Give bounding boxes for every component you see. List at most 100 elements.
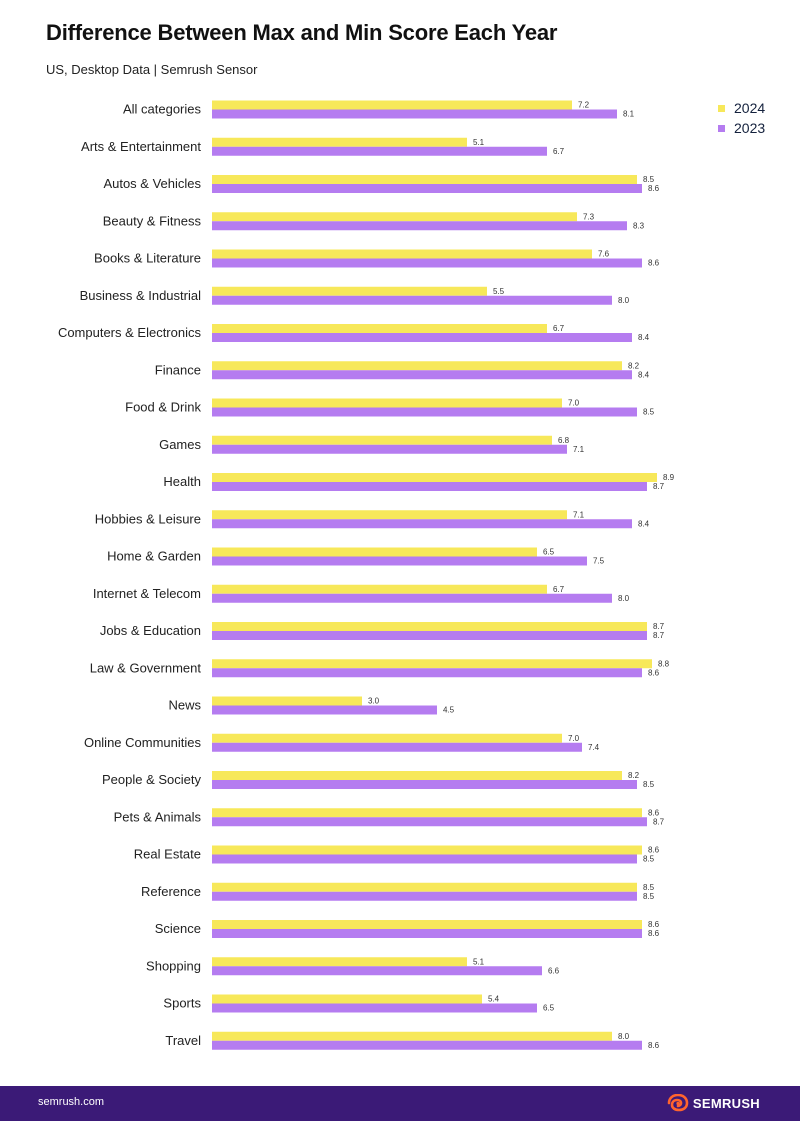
brand-name: SEMRUSH <box>692 1095 760 1111</box>
value-label-2024-sports: 5.4 <box>488 995 500 1004</box>
category-label-pets-and-animals: Pets & Animals <box>114 809 202 824</box>
bar-2023-news <box>212 705 437 715</box>
chart-title: Difference Between Max and Min Score Eac… <box>46 20 558 45</box>
category-label-autos-and-vehicles: Autos & Vehicles <box>103 176 201 191</box>
value-label-2023-games: 7.1 <box>573 445 585 454</box>
legend-swatch-2024 <box>718 104 725 112</box>
value-label-2024-games: 6.8 <box>558 436 570 445</box>
bar-2023-hobbies-and-leisure <box>212 519 632 529</box>
value-label-2024-internet-and-telecom: 6.7 <box>553 585 565 594</box>
bar-2024-internet-and-telecom <box>212 584 547 594</box>
category-label-home-and-garden: Home & Garden <box>107 549 201 564</box>
value-label-2023-sports: 6.5 <box>543 1004 555 1013</box>
bar-2023-computers-and-electronics <box>212 333 632 342</box>
value-label-2023-books-and-literature: 8.6 <box>648 259 660 268</box>
bar-2023-people-and-society <box>212 780 637 789</box>
bar-2023-pets-and-animals <box>212 817 647 827</box>
value-label-2024-law-and-government: 8.8 <box>658 659 670 668</box>
bar-2023-games <box>212 444 567 454</box>
value-label-2024-autos-and-vehicles: 8.5 <box>643 175 655 184</box>
value-label-2023-science: 8.6 <box>648 929 660 938</box>
bar-2024-health <box>212 473 657 482</box>
chart-subtitle: US, Desktop Data | Semrush Sensor <box>46 62 258 77</box>
bar-2024-beauty-and-fitness <box>212 212 577 222</box>
category-label-law-and-government: Law & Government <box>90 660 202 675</box>
brand-logo: SEMRUSH <box>667 1094 760 1112</box>
value-label-2023-finance: 8.4 <box>638 370 650 379</box>
category-label-hobbies-and-leisure: Hobbies & Leisure <box>95 511 201 526</box>
bar-2024-pets-and-animals <box>212 808 642 818</box>
category-labels: All categories Arts & Entertainment Autos … <box>58 102 202 1048</box>
value-label-2024-health: 8.9 <box>663 473 675 482</box>
chart-legend: 2024 2023 <box>718 98 788 138</box>
category-label-all-categories: All categories <box>123 102 202 117</box>
value-label-2023-arts-and-entertainment: 6.7 <box>553 147 565 156</box>
value-label-2024-finance: 8.2 <box>628 361 640 370</box>
value-label-2024-jobs-and-education: 8.7 <box>653 622 665 631</box>
bar-2023-sports <box>212 1003 537 1013</box>
legend-swatch-2023 <box>718 124 725 132</box>
value-label-2024-hobbies-and-leisure: 7.1 <box>573 510 585 519</box>
category-label-internet-and-telecom: Internet & Telecom <box>93 586 201 601</box>
category-label-real-estate: Real Estate <box>134 847 201 862</box>
bar-2023-autos-and-vehicles <box>212 184 642 193</box>
value-label-2023-reference: 8.5 <box>643 892 655 901</box>
value-label-2024-business-and-industrial: 5.5 <box>493 287 505 296</box>
category-label-books-and-literature: Books & Literature <box>94 251 201 266</box>
category-label-food-and-drink: Food & Drink <box>125 400 201 415</box>
value-label-2023-travel: 8.6 <box>648 1041 660 1050</box>
value-label-2023-jobs-and-education: 8.7 <box>653 631 665 640</box>
bar-chart: All categories Arts & Entertainment Autos … <box>58 100 675 1050</box>
bar-2024-shopping <box>212 957 467 967</box>
category-label-shopping: Shopping <box>146 958 201 973</box>
footer-bar: semrush.com SEMRUSH <box>0 1086 800 1121</box>
value-label-2023-law-and-government: 8.6 <box>648 668 660 677</box>
bar-2023-real-estate <box>212 854 637 864</box>
value-label-2023-all-categories: 8.1 <box>623 110 635 119</box>
footer-url[interactable]: semrush.com <box>38 1096 105 1108</box>
value-label-2023-computers-and-electronics: 8.4 <box>638 333 650 342</box>
bar-2024-science <box>212 920 642 929</box>
bar-2023-online-communities <box>212 742 582 752</box>
bar-2023-shopping <box>212 966 542 976</box>
bar-2023-reference <box>212 891 637 901</box>
legend-item-2023: 2023 <box>718 118 788 138</box>
bar-2024-hobbies-and-leisure <box>212 510 567 520</box>
value-label-2023-health: 8.7 <box>653 482 665 491</box>
bar-2023-books-and-literature <box>212 258 642 268</box>
category-label-jobs-and-education: Jobs & Education <box>100 623 201 638</box>
category-label-health: Health <box>163 474 201 489</box>
category-label-science: Science <box>155 921 201 936</box>
category-label-sports: Sports <box>163 996 201 1011</box>
value-label-2023-people-and-society: 8.5 <box>643 780 655 789</box>
category-label-online-communities: Online Communities <box>84 735 202 750</box>
bar-2023-all-categories <box>212 109 617 119</box>
bar-2023-travel <box>212 1040 642 1050</box>
value-label-2023-home-and-garden: 7.5 <box>593 557 605 566</box>
value-label-2024-news: 3.0 <box>368 697 380 706</box>
value-label-2024-beauty-and-fitness: 7.3 <box>583 212 595 221</box>
bar-2024-sports <box>212 994 482 1004</box>
value-label-2024-travel: 8.0 <box>618 1032 630 1041</box>
bar-2024-real-estate <box>212 845 642 855</box>
value-label-2023-shopping: 6.6 <box>548 966 560 975</box>
bar-2023-jobs-and-education <box>212 631 647 640</box>
value-label-2023-real-estate: 8.5 <box>643 855 655 864</box>
bar-2023-arts-and-entertainment <box>212 146 547 156</box>
category-label-travel: Travel <box>165 1033 201 1048</box>
bar-2023-health <box>212 482 647 491</box>
value-label-2024-reference: 8.5 <box>643 883 655 892</box>
bar-2024-home-and-garden <box>212 547 537 557</box>
value-label-2024-people-and-society: 8.2 <box>628 771 640 780</box>
value-label-2023-autos-and-vehicles: 8.6 <box>648 184 660 193</box>
bar-2023-beauty-and-fitness <box>212 221 627 231</box>
value-label-2023-food-and-drink: 8.5 <box>643 408 655 417</box>
bar-2024-online-communities <box>212 733 562 743</box>
value-label-2023-news: 4.5 <box>443 706 455 715</box>
bar-2023-finance <box>212 370 632 380</box>
bar-2024-news <box>212 696 362 706</box>
bar-2024-autos-and-vehicles <box>212 175 637 184</box>
bar-2023-business-and-industrial <box>212 295 612 305</box>
value-label-2024-arts-and-entertainment: 5.1 <box>473 138 485 147</box>
value-label-2023-online-communities: 7.4 <box>588 743 600 752</box>
